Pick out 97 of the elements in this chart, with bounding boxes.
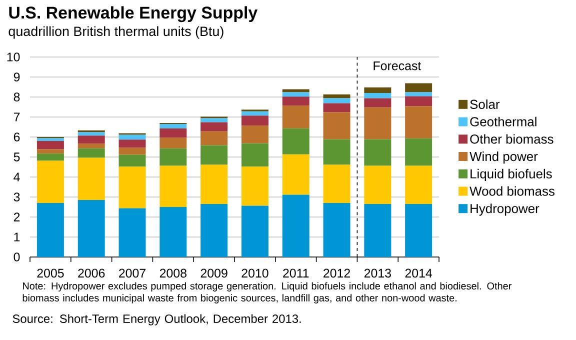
x-tick-label: 2006: [78, 268, 105, 278]
legend-label: Liquid biofuels: [470, 168, 552, 181]
bar: [323, 98, 350, 104]
bar: [241, 116, 268, 126]
bar: [36, 149, 64, 154]
bar: [405, 96, 432, 106]
bar: [405, 83, 432, 92]
bar: [241, 126, 268, 144]
bar: [364, 87, 392, 93]
legend-label: Other biomass: [470, 134, 554, 144]
source-note: Source: Short-Term Energy Outlook, December 2013.: [12, 314, 301, 326]
x-tick-label: 2007: [119, 268, 146, 278]
bar: [282, 92, 310, 97]
bar: [160, 148, 187, 166]
legend-label: Hydropower: [470, 204, 540, 216]
bar: [241, 206, 268, 257]
bar: [364, 92, 392, 98]
bar: [282, 106, 310, 128]
bar: [323, 94, 350, 98]
bar: [160, 207, 187, 257]
x-tick-label: 2013: [364, 268, 391, 278]
bar: [160, 124, 187, 128]
x-tick-label: 2011: [283, 268, 309, 278]
bar: [118, 134, 146, 140]
x-tick-label: 2010: [242, 268, 268, 278]
bar: [364, 98, 392, 108]
bar: [36, 203, 64, 257]
bar: [118, 166, 146, 208]
bar: [200, 118, 228, 122]
bar: [405, 166, 432, 204]
bar: [78, 132, 105, 136]
y-tick-label: 10: [7, 52, 20, 62]
text: Note: Hydropower excludes pumped storage generation. Liquid biofuels include ethanol and biodiesel. Other biomass includes municipal waste from biogenic sources, landfill gas, and other non-wood waste.: [22, 282, 512, 304]
y-tick-label: 3: [14, 192, 20, 202]
bar: [160, 166, 187, 207]
bar: [241, 166, 268, 206]
bar: [241, 111, 268, 116]
x-tick-label: 2008: [160, 268, 186, 278]
x-tick-label: 2012: [324, 268, 350, 278]
bar: [160, 128, 187, 138]
bar: [364, 166, 392, 204]
bar: [78, 136, 105, 144]
bar: [78, 158, 105, 200]
x-tick-label: 2005: [37, 268, 64, 278]
bar: [118, 154, 146, 167]
bar: [118, 208, 146, 257]
bar: [200, 164, 228, 204]
bar: [200, 204, 228, 257]
bar: [282, 96, 310, 106]
bar: [323, 112, 350, 140]
y-tick-label: 4: [14, 172, 20, 182]
bar: [118, 140, 146, 148]
bar: [282, 154, 310, 195]
y-tick-label: 9: [14, 72, 20, 82]
bar: [200, 145, 228, 165]
bar: [200, 131, 228, 146]
ref-line-label: Forecast: [374, 62, 422, 70]
bar: [405, 204, 432, 257]
legend-label: Geothermal: [470, 116, 536, 126]
bar: [364, 107, 392, 140]
bar: [405, 106, 432, 138]
bar: [160, 138, 187, 148]
bar: [78, 144, 105, 148]
bar: [36, 160, 64, 203]
legend-label: Wood biomass: [470, 186, 554, 196]
legend-label: Solar: [470, 99, 500, 109]
bar: [323, 139, 350, 165]
bar: [78, 148, 105, 158]
legend-label: Wind power: [470, 152, 538, 164]
bar: [405, 92, 432, 96]
y-tick-label: 8: [14, 92, 20, 102]
y-tick-label: 7: [14, 112, 20, 122]
bar: [36, 140, 64, 150]
chart-title: U.S. Renewable Energy Supply: [9, 6, 258, 22]
bar: [405, 138, 432, 166]
bar: [78, 200, 105, 257]
bar: [323, 103, 350, 112]
y-tick-label: 2: [14, 212, 20, 222]
y-tick-label: 6: [14, 132, 20, 142]
chart-subtitle: quadrillion British thermal units (Btu): [8, 26, 224, 39]
x-tick-label: 2014: [405, 268, 432, 278]
y-tick-label: 0: [14, 252, 20, 262]
bar: [36, 154, 64, 161]
bar: [282, 194, 310, 257]
bar: [364, 204, 392, 257]
bar: [118, 148, 146, 155]
bar: [200, 122, 228, 132]
y-tick-label: 5: [14, 152, 20, 162]
bar: [364, 139, 392, 166]
x-tick-label: 2009: [200, 268, 228, 278]
bar: [282, 128, 310, 154]
bar: [282, 89, 310, 92]
bar: [36, 138, 64, 141]
bar: [241, 143, 268, 167]
bar: [323, 164, 350, 203]
y-tick-label: 1: [14, 232, 20, 242]
bar: [323, 203, 350, 257]
